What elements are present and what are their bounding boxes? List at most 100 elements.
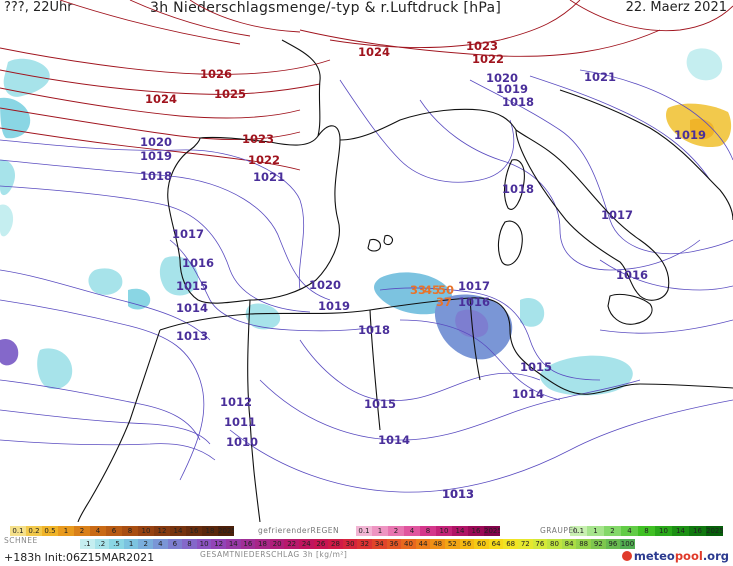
graupel-cell: 14 xyxy=(672,526,689,536)
isobar-line xyxy=(339,79,514,183)
pressure-label: 1019 xyxy=(318,299,350,313)
pressure-label: 1013 xyxy=(442,487,474,501)
precip-legend: 0.10.20.51246810121416182025+0.112481014… xyxy=(0,522,733,566)
border-line xyxy=(247,299,261,522)
pressure-label: 1013 xyxy=(442,487,474,501)
meteopool-logo[interactable]: meteopool.org xyxy=(621,549,729,563)
precip-patch xyxy=(690,118,715,140)
isobar-line xyxy=(529,75,711,181)
graupel-cell: 16 xyxy=(689,526,706,536)
total-precip-cell: 80 xyxy=(547,539,562,549)
snow-cell: 0.5 xyxy=(42,526,58,536)
pressure-label: 1015 xyxy=(520,360,552,374)
isobar-line xyxy=(189,0,301,33)
total-precip-cell: 76 xyxy=(532,539,548,549)
pressure-label: 1021 xyxy=(584,70,616,84)
precip-patch xyxy=(128,288,151,310)
precip-patch xyxy=(520,297,545,327)
pressure-label: 1020 xyxy=(309,278,341,292)
pressure-label: 1022 xyxy=(472,52,504,66)
snow-cell: 6 xyxy=(106,526,122,536)
isobar-line xyxy=(329,0,581,49)
pressure-label: 1014 xyxy=(176,301,208,315)
snow-cell: 1 xyxy=(58,526,74,536)
valid-date-label: 22. Maerz 2021 xyxy=(625,0,727,15)
total-precip-label: GESAMTNIEDERSCHLAG 3h [kg/m²] xyxy=(200,550,348,559)
freezing-rain-label: gefrierenderREGEN xyxy=(258,526,340,535)
precip-patch xyxy=(245,303,281,330)
precip-patch xyxy=(0,97,31,139)
total-precip-cell: .5 xyxy=(109,539,124,549)
total-precip-cell: 84 xyxy=(561,539,577,549)
precip-amount-label: 33 xyxy=(410,283,426,297)
isobar-line xyxy=(469,79,733,255)
isobar-labels-low: 1020 1019 1018 1021 1020 1019 1018 1019 … xyxy=(140,70,706,501)
total-precip-cell: 10 xyxy=(196,539,212,549)
graupel-cell: 2 xyxy=(604,526,621,536)
precip-patch xyxy=(0,159,16,196)
isobars-low xyxy=(0,69,733,493)
pressure-label: 1014 xyxy=(378,433,410,447)
isobar-line xyxy=(599,259,733,291)
precip-patch xyxy=(0,338,19,366)
isobar-line xyxy=(0,47,331,75)
total-precip-cell: 88 xyxy=(576,539,591,549)
freezing-rain-cell: 10 xyxy=(436,526,452,536)
snow-cell: 2025+ xyxy=(218,526,234,536)
precip-patch xyxy=(0,204,14,237)
pressure-label: 1021 xyxy=(253,170,285,184)
coastline-morocco-atlantic xyxy=(77,329,161,522)
precip-patch xyxy=(374,272,453,315)
graupel-label: GRAUPEL xyxy=(540,526,579,535)
pressure-label: 1011 xyxy=(224,415,256,429)
island-sicily xyxy=(607,293,653,325)
freezing-rain-cell: 2 xyxy=(388,526,404,536)
total-precip-cell: 100 xyxy=(620,539,635,549)
freezing-rain-cell: 8 xyxy=(420,526,436,536)
freezing-rain-cell: 1 xyxy=(372,526,388,536)
isobar-line xyxy=(299,29,661,57)
isobars-high xyxy=(0,0,733,171)
total-precip-cell: 18 xyxy=(255,539,270,549)
pressure-label: 1024 xyxy=(145,92,177,106)
isobar-line xyxy=(0,379,201,441)
pressure-label: 1025 xyxy=(214,87,246,101)
pressure-label: 1015 xyxy=(176,279,208,293)
snow-cell: 14 xyxy=(170,526,186,536)
precip-patches xyxy=(0,48,732,396)
isobar-line xyxy=(129,0,251,37)
isobar-line xyxy=(0,127,301,171)
isobar-line xyxy=(0,87,301,119)
pressure-label: 1012 xyxy=(220,395,252,409)
coastline-iberia xyxy=(167,125,341,304)
total-precip-cell: 2 xyxy=(138,539,153,549)
isobar-line xyxy=(229,399,733,493)
isobar-line xyxy=(379,287,601,381)
coastlines xyxy=(77,39,733,522)
coastline-italy xyxy=(515,128,670,301)
border-line xyxy=(369,309,381,431)
isobar-line xyxy=(0,299,205,481)
pressure-label: 1018 xyxy=(140,169,172,183)
precip-patch xyxy=(686,48,723,81)
pressure-label: 1017 xyxy=(601,208,633,222)
pressure-label: 1016 xyxy=(458,295,490,309)
pressure-label: 1014 xyxy=(512,387,544,401)
total-precip-cell: 52 xyxy=(445,539,460,549)
pressure-label: 1022 xyxy=(248,153,280,167)
total-precip-cell: 24 xyxy=(299,539,314,549)
snow-cell: 10 xyxy=(138,526,154,536)
isobar-labels-high: 1026 1025 1024 1024 1023 1022 1023 1022 … xyxy=(145,39,504,184)
logo-text-right: pool xyxy=(674,549,703,563)
pressure-label: 1020 xyxy=(140,135,172,149)
logo-text-left: meteo xyxy=(633,549,675,563)
pressure-label: 1018 xyxy=(502,95,534,109)
total-precip-cell: 6 xyxy=(167,539,183,549)
valid-time-label: ???, 22Uhr xyxy=(4,0,73,15)
precip-type-scale: 0.10.20.51246810121416182025+0.112481014… xyxy=(0,526,733,537)
pressure-label: 1019 xyxy=(140,149,172,163)
isobar-line xyxy=(299,339,541,402)
precip-amount-label: 50 xyxy=(438,283,454,297)
total-precip-cell: 20 xyxy=(269,539,285,549)
total-precip-cell: 34 xyxy=(372,539,387,549)
